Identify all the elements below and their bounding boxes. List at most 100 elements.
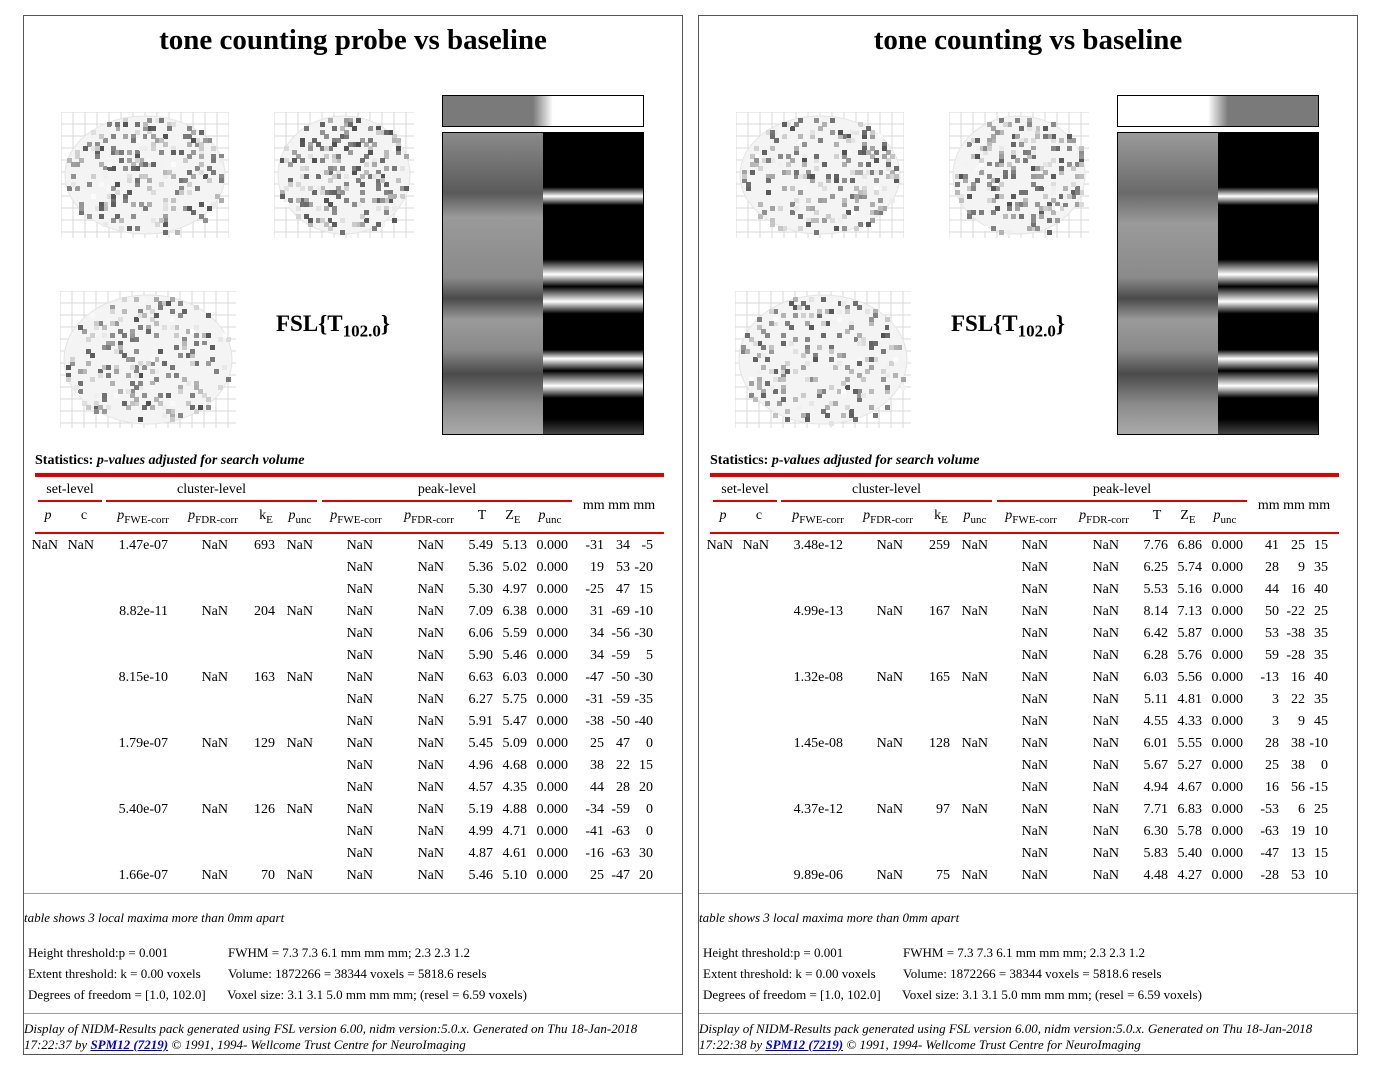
table-cell: NaN (1021, 692, 1048, 707)
table-cell: NaN (417, 868, 444, 883)
footer-separator (699, 1013, 1357, 1014)
table-row: 1.45e-08 NaN 128 NaN NaN NaN 6.01 5.55 0.000 28 38… (699, 736, 1357, 758)
table-cell: NaN (961, 604, 988, 619)
table-cell: 693 (254, 538, 275, 553)
table-cell: NaN (201, 538, 228, 553)
table-cell: 0.000 (536, 670, 569, 685)
coordinates-header: mm mm mm (1257, 498, 1331, 513)
table-header-rule (35, 532, 664, 534)
table-cell: NaN (1092, 648, 1119, 663)
table-cell: 9 (1298, 560, 1305, 575)
cluster-level-header: cluster-level (852, 482, 921, 497)
table-cell: NaN (876, 802, 903, 817)
table-cell: 6.83 (1177, 802, 1203, 817)
table-cell: 7.13 (1177, 604, 1203, 619)
table-cell: NaN (1021, 626, 1048, 641)
table-cell: 6.03 (502, 670, 528, 685)
spm-link[interactable]: SPM12 (7219) (90, 1037, 169, 1052)
col-peak-ze-main: Z (1180, 508, 1189, 523)
glass-brain-view-1 (61, 112, 229, 238)
table-cell: NaN (201, 802, 228, 817)
table-cell: 16 (1265, 780, 1279, 795)
table-cell: 6.25 (1143, 560, 1169, 575)
table-cell: -47 (585, 670, 604, 685)
table-cell: 6.63 (468, 670, 494, 685)
table-row: NaN NaN 5.30 4.97 0.000 -25 47 15 (24, 582, 682, 604)
table-cell: 31 (590, 604, 604, 619)
table-cell: -50 (611, 714, 630, 729)
col-peak-pfwe: pFWE-corr (997, 508, 1065, 526)
table-cell: 53 (1291, 868, 1305, 883)
col-cluster-ke-main: k (934, 508, 942, 523)
table-cell: 5.75 (502, 692, 528, 707)
cluster-level-header-rule (106, 500, 317, 502)
footer-copyright: © 1991, 1994- Wellcome Trust Centre for … (168, 1037, 466, 1052)
col-peak-punc: punc (530, 508, 570, 526)
table-cell: 0.000 (1211, 670, 1244, 685)
table-cell: NaN (346, 648, 373, 663)
table-cell: -31 (585, 538, 604, 553)
table-cell: 5.11 (1144, 692, 1168, 707)
table-cell: 5.91 (468, 714, 494, 729)
table-cell: 0.000 (1211, 582, 1244, 597)
threshold-param-value: FWHM = 7.3 7.3 6.1 mm mm mm; 2.3 2.3 1.2 (228, 945, 471, 960)
table-cell: 8.14 (1143, 604, 1169, 619)
table-row: NaN NaN 5.11 4.81 0.000 3 22 35 (699, 692, 1357, 714)
glass-brain-svg (735, 291, 911, 428)
table-cell: 0.000 (1211, 648, 1244, 663)
statistic-label: FSL{T102.0} (276, 311, 390, 342)
table-cell: 5.46 (502, 648, 528, 663)
table-cell: NaN (876, 604, 903, 619)
table-row: NaN NaN 6.28 5.76 0.000 59 -28 35 (699, 648, 1357, 670)
table-cell: NaN (876, 670, 903, 685)
table-cell: 4.99 (468, 824, 494, 839)
table-cell: 5.19 (468, 802, 494, 817)
table-cell: NaN (1021, 824, 1048, 839)
table-cell: NaN (1092, 538, 1119, 553)
table-cell: 6.38 (502, 604, 528, 619)
table-cell: 5.49 (468, 538, 494, 553)
table-cell: 7.09 (468, 604, 494, 619)
table-cell: 22 (616, 758, 630, 773)
table-cell: 5.76 (1177, 648, 1203, 663)
table-cell: 1.45e-08 (793, 736, 843, 751)
table-cell: 4.71 (502, 824, 528, 839)
table-cell: NaN (1092, 670, 1119, 685)
table-cell: 10 (1314, 868, 1328, 883)
table-cell: 34 (590, 626, 604, 641)
table-cell: 0.000 (1211, 538, 1244, 553)
table-cell: NaN (1092, 692, 1119, 707)
col-cluster-pfwe-sub: FWE-corr (799, 513, 844, 526)
table-row: NaN NaN 4.57 4.35 0.000 44 28 20 (24, 780, 682, 802)
table-cell: -41 (585, 824, 604, 839)
table-cell: -63 (611, 824, 630, 839)
peak-level-header: peak-level (1092, 482, 1152, 497)
col-peak-t: T (472, 508, 492, 524)
table-cell: NaN (1021, 736, 1048, 751)
table-cell: NaN (961, 538, 988, 553)
glass-brain-view-1 (736, 112, 904, 238)
table-row: NaN NaN 6.42 5.87 0.000 53 -38 35 (699, 626, 1357, 648)
table-cell: 1.79e-07 (118, 736, 168, 751)
table-cell: NaN (417, 802, 444, 817)
design-matrix-column-1 (443, 133, 543, 434)
table-cell: NaN (1021, 604, 1048, 619)
table-row: NaN NaN 5.53 5.16 0.000 44 16 40 (699, 582, 1357, 604)
col-peak-pfdr: pFDR-corr (394, 508, 464, 526)
table-row: 1.79e-07 NaN 129 NaN NaN NaN 5.45 5.09 0.000 25 47… (24, 736, 682, 758)
table-cell: 0.000 (1211, 868, 1244, 883)
table-cell: NaN (1021, 846, 1048, 861)
table-cell: -20 (634, 560, 653, 575)
table-cell: -13 (1260, 670, 1279, 685)
table-cell: -10 (634, 604, 653, 619)
table-cell: 5.83 (1143, 846, 1169, 861)
table-cell: NaN (346, 604, 373, 619)
spm-link[interactable]: SPM12 (7219) (765, 1037, 844, 1052)
table-row: NaN NaN 5.67 5.27 0.000 25 38 0 (699, 758, 1357, 780)
table-cell: NaN (961, 802, 988, 817)
table-cell: 163 (254, 670, 275, 685)
table-cell: NaN (1021, 868, 1048, 883)
design-matrix (442, 132, 644, 435)
table-cell: 1.32e-08 (793, 670, 843, 685)
table-cell: 5.45 (468, 736, 494, 751)
